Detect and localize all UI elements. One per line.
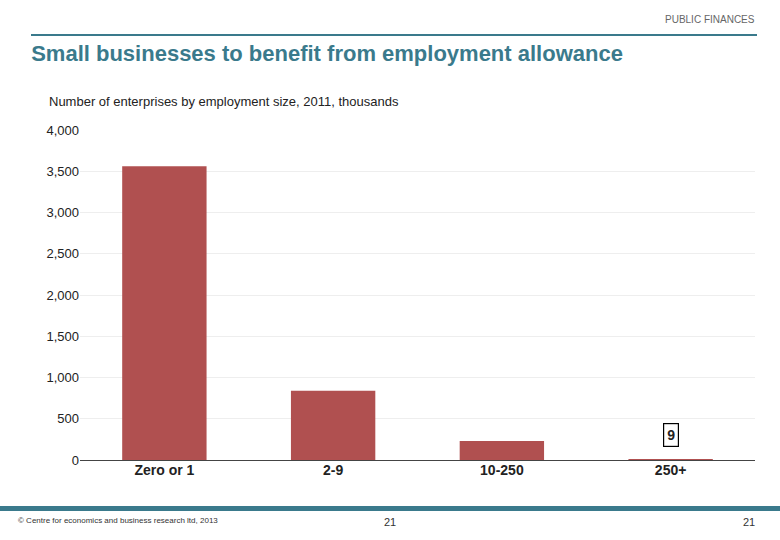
svg-text:2,000: 2,000 (46, 288, 79, 303)
svg-text:3,500: 3,500 (46, 164, 79, 179)
svg-text:9: 9 (667, 427, 675, 443)
svg-text:1,500: 1,500 (46, 329, 79, 344)
svg-text:250+: 250+ (655, 462, 687, 478)
svg-text:0: 0 (72, 453, 79, 468)
svg-text:Zero or 1: Zero or 1 (134, 462, 194, 478)
svg-text:1,000: 1,000 (46, 370, 79, 385)
svg-text:4,000: 4,000 (46, 123, 79, 138)
svg-text:21: 21 (384, 516, 396, 528)
svg-text:3,000: 3,000 (46, 205, 79, 220)
svg-text:PUBLIC FINANCES: PUBLIC FINANCES (665, 14, 755, 25)
svg-text:10-250: 10-250 (480, 462, 524, 478)
svg-text:500: 500 (57, 411, 79, 426)
svg-text:Small businesses to benefit fr: Small businesses to benefit from employm… (31, 41, 623, 66)
svg-text:Number of enterprises by emplo: Number of enterprises by employment size… (49, 94, 399, 109)
svg-text:© Centre for economics and bus: © Centre for economics and business rese… (18, 516, 218, 525)
svg-text:2-9: 2-9 (323, 462, 343, 478)
svg-text:2,500: 2,500 (46, 246, 79, 261)
svg-text:21: 21 (743, 516, 755, 528)
